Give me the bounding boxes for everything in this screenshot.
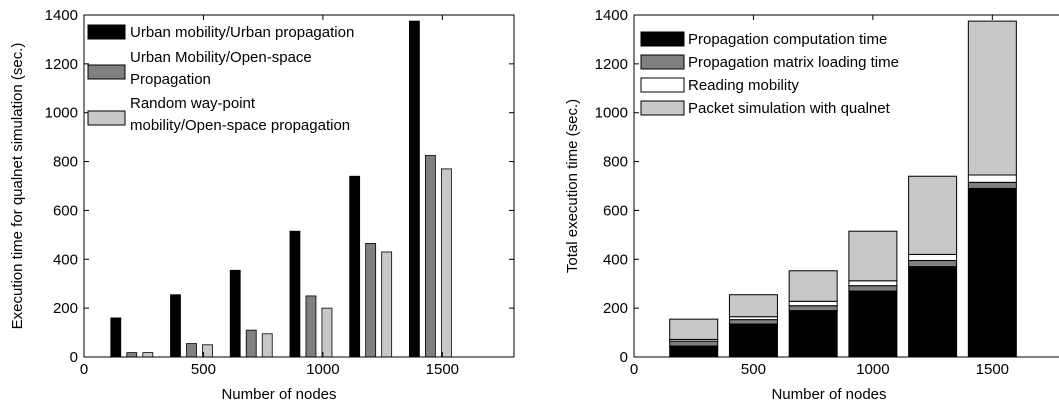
- stack-segment-1-1: [669, 345, 719, 358]
- y-tick-label: 1400: [595, 7, 628, 24]
- chart-execution-time-qualnet: 0 200 400 600 800 1000 1200 1400 0 500 1000 1500 Num…: [9, 7, 515, 403]
- bar-3-6: [440, 168, 452, 358]
- bar-2-5: [365, 243, 377, 358]
- y-tick-label: 400: [53, 251, 78, 268]
- bar-1-5: [349, 175, 361, 358]
- stack-segment-2-5: [908, 260, 958, 268]
- y-tick-label: 0: [70, 349, 78, 366]
- bar-3-2: [202, 344, 213, 358]
- legend-entry-2: Propagation: [130, 71, 211, 88]
- stack-segment-1-6: [967, 187, 1017, 358]
- legend-entry-3: Reading mobility: [688, 77, 799, 94]
- stack-segment-4-2: [728, 294, 778, 318]
- bar-1-3: [229, 269, 241, 358]
- x-axis-label: Number of nodes: [771, 386, 886, 403]
- stack-segment-2-3: [788, 305, 838, 312]
- stack-segment-2-1: [669, 340, 719, 347]
- legend-swatch-1: [87, 24, 126, 40]
- y-tick-label: 1200: [595, 56, 628, 73]
- bar-1-1: [110, 317, 122, 358]
- x-tick-label: 1500: [426, 361, 459, 378]
- stack-segment-1-5: [908, 266, 958, 358]
- x-tick-label: 0: [630, 361, 638, 378]
- y-tick-label: 600: [603, 202, 628, 219]
- y-tick-label: 200: [53, 300, 78, 317]
- y-tick-label: 1000: [45, 105, 78, 122]
- y-tick-label: 1000: [595, 105, 628, 122]
- x-tick-label: 500: [191, 361, 216, 378]
- y-tick-label: 1200: [45, 56, 78, 73]
- bar-1-6: [408, 20, 420, 358]
- legend-entry-1: Propagation computation time: [688, 31, 887, 48]
- x-tick-label: 0: [80, 361, 88, 378]
- x-axis-label: Number of nodes: [221, 386, 336, 403]
- stack-segment-3-6: [967, 174, 1017, 183]
- bar-3-1: [142, 352, 154, 358]
- legend-entry-3: Random way-point: [130, 95, 256, 112]
- legend: Propagation computation time Propagation …: [640, 31, 899, 117]
- bar-2-4: [305, 295, 317, 358]
- bar-2-6: [424, 155, 436, 358]
- y-tick-label: 0: [620, 349, 628, 366]
- legend-entry-2: Propagation matrix loading time: [688, 54, 899, 71]
- y-axis-label: Execution time for qualnet simulation (s…: [9, 43, 26, 330]
- stack-segment-3-5: [908, 253, 958, 262]
- y-tick-label: 1400: [45, 7, 78, 24]
- legend-swatch-2: [87, 64, 126, 80]
- stack-segment-2-6: [967, 181, 1017, 189]
- x-tick-label: 500: [741, 361, 766, 378]
- y-tick-label: 400: [603, 251, 628, 268]
- stack-segment-4-4: [848, 230, 898, 282]
- stack-segment-4-1: [669, 318, 719, 340]
- y-tick-label: 200: [603, 300, 628, 317]
- legend-entry-4: Packet simulation with qualnet: [688, 100, 891, 117]
- stack-segment-1-2: [728, 323, 778, 358]
- legend-swatch-4: [640, 100, 685, 116]
- bar-1-4: [289, 230, 301, 358]
- stack-segment-2-2: [728, 319, 778, 325]
- bar-2-2: [186, 343, 197, 358]
- stack-segment-4-6: [967, 20, 1017, 176]
- legend-entry-3: mobility/Open-space propagation: [130, 117, 350, 134]
- plot-frame: [83, 14, 515, 358]
- x-tick-label: 1500: [976, 361, 1009, 378]
- legend-entry-1: Urban mobility/Urban propagation: [130, 24, 354, 41]
- legend-swatch-3: [87, 110, 126, 126]
- bar-2-1: [126, 352, 138, 358]
- y-tick-label: 600: [53, 202, 78, 219]
- bar-3-5: [381, 251, 393, 358]
- stack-segment-4-3: [788, 270, 838, 302]
- stack-segment-1-3: [788, 310, 838, 358]
- legend-swatch-3: [640, 77, 685, 93]
- legend: Urban mobility/Urban propagation Urban Mo…: [87, 24, 354, 134]
- y-axis-label: Total execution time (sec.): [564, 99, 581, 273]
- bar-3-3: [261, 333, 273, 358]
- legend-swatch-2: [640, 54, 685, 70]
- stack-segment-2-4: [848, 285, 898, 292]
- stack-segment-4-5: [908, 175, 958, 255]
- stack-segment-3-4: [848, 280, 898, 287]
- x-tick-label: 1000: [306, 361, 339, 378]
- stack-segment-3-3: [788, 300, 838, 307]
- bar-1-2: [170, 294, 181, 358]
- chart-total-execution-time: 0 200 400 600 800 1000 1200 1400 0 500 1000 1500 Num…: [564, 7, 1059, 403]
- legend-entry-2: Urban Mobility/Open-space: [130, 49, 312, 66]
- bar-3-4: [321, 307, 333, 358]
- stack-segment-1-4: [848, 290, 898, 358]
- plot-frame: [633, 14, 1059, 358]
- y-tick-label: 800: [603, 154, 628, 171]
- legend-swatch-1: [640, 31, 685, 47]
- y-tick-label: 800: [53, 154, 78, 171]
- bar-2-3: [245, 329, 257, 358]
- x-tick-label: 1000: [856, 361, 889, 378]
